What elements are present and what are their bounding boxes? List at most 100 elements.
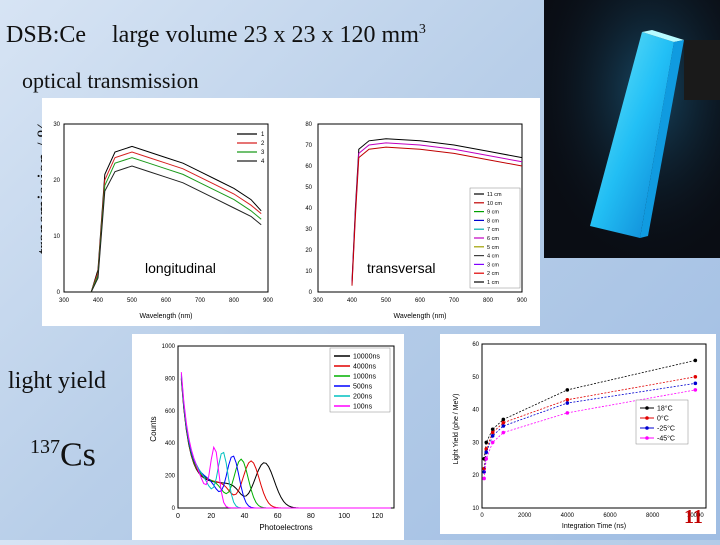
integration-ytick: 50 (472, 375, 479, 381)
spectrum-legend-label: 4000ns (353, 364, 376, 371)
integration-point (482, 476, 486, 481)
integration-plot: 0 2000 4000 6000 8000 10000 10 20 30 40 50 60 Inte… (453, 342, 707, 530)
transversal-legend-label: 5 cm (487, 245, 499, 251)
transversal-ytick: 50 (305, 185, 312, 191)
integration-xlabel: Integration Time (ns) (562, 523, 626, 530)
transversal-xtick: 900 (517, 298, 528, 304)
integration-legend-marker (645, 426, 649, 430)
section-light-yield: light yield (8, 368, 106, 394)
transversal-legend-box (469, 187, 521, 289)
integration-point (501, 430, 506, 435)
spectrum-xtick: 100 (338, 513, 350, 520)
transversal-legend-label: 10 cm (487, 201, 502, 207)
longitudinal-xtick: 500 (127, 298, 138, 304)
longitudinal-legend-label: 2 (261, 141, 265, 147)
spectrum-ytick: 800 (165, 376, 176, 382)
longitudinal-legend-label: 1 (261, 132, 265, 138)
longitudinal-xtick: 700 (195, 298, 206, 304)
transversal-legend-label: 11 cm (487, 192, 502, 198)
crystal-photo (544, 0, 720, 258)
integration-point (565, 397, 570, 402)
integration-series-line (483, 389, 696, 479)
longitudinal-ytick: 10 (53, 234, 60, 240)
isotope-mass-number: 137 (30, 436, 60, 458)
integration-legend-label: 0°C (657, 415, 669, 423)
integration-xtick: 6000 (603, 513, 617, 519)
integration-xtick: 0 (480, 513, 484, 519)
integration-legend-marker (645, 406, 649, 410)
spectrum-xtick: 20 (207, 513, 215, 520)
spectrum-legend-label: 1000ns (353, 374, 376, 381)
longitudinal-ytick: 0 (57, 290, 61, 296)
longitudinal-ytick: 30 (53, 122, 60, 128)
integration-ytick: 60 (472, 342, 479, 348)
integration-ytick: 30 (472, 440, 479, 446)
integration-ytick: 20 (472, 473, 479, 479)
longitudinal-xtick: 300 (59, 298, 70, 304)
title-superscript: 3 (418, 22, 426, 37)
longitudinal-series-3 (90, 157, 262, 293)
transversal-xlabel: Wavelength (nm) (393, 313, 446, 320)
integration-point (565, 411, 570, 415)
integration-legend-marker (645, 416, 649, 420)
integration-point (501, 424, 506, 428)
spectrum-ylabel: Counts (149, 416, 158, 441)
integration-point (693, 375, 698, 379)
spectrum-ytick: 600 (165, 409, 176, 415)
transversal-legend-label: 4 cm (487, 254, 499, 260)
longitudinal-series-1 (90, 145, 262, 293)
integration-figure: 0 2000 4000 6000 8000 10000 10 20 30 40 50 60 Inte… (440, 334, 716, 534)
integration-ytick: 10 (472, 506, 479, 512)
integration-xtick: 2000 (518, 513, 532, 519)
longitudinal-xtick: 400 (93, 298, 104, 304)
integration-legend-box (635, 399, 689, 445)
isotope-label: 137Cs (30, 436, 96, 474)
isotope-symbol: Cs (60, 436, 96, 474)
integration-point (693, 388, 698, 392)
integration-series-line (483, 376, 696, 469)
transversal-ytick: 20 (305, 248, 312, 254)
integration-frame (481, 343, 707, 509)
integration-point (490, 427, 495, 432)
spectrum-series-100ns (180, 372, 391, 509)
integration-point (565, 388, 570, 392)
transversal-legend-label: 6 cm (487, 236, 499, 242)
integration-point (501, 417, 506, 422)
transversal-xtick: 400 (347, 298, 358, 304)
integration-point (693, 381, 698, 386)
spectrum-xlabel: Photoelectrons (259, 523, 312, 532)
spectrum-ytick: 400 (165, 441, 176, 447)
glowing-crystal-icon (544, 0, 720, 258)
longitudinal-legend-label: 4 (261, 159, 265, 165)
transversal-ytick: 0 (309, 290, 313, 296)
integration-legend-marker (645, 436, 649, 440)
transversal-legend-label: 2 cm (487, 271, 499, 277)
slide-title: DSB:Ce large volume 23 x 23 x 120 mm3 (6, 22, 426, 49)
spectrum-ytick: 0 (172, 506, 176, 512)
transversal-xtick: 500 (381, 298, 392, 304)
longitudinal-series-4 (90, 165, 262, 293)
integration-point (484, 447, 489, 451)
transversal-legend-label: 9 cm (487, 210, 499, 216)
integration-xtick: 10000 (687, 513, 704, 519)
spectrum-xtick: 60 (274, 513, 282, 520)
integration-point (484, 457, 489, 461)
longitudinal-label: longitudinal (145, 260, 216, 276)
spectrum-ytick: 1000 (162, 344, 176, 350)
longitudinal-xtick: 800 (229, 298, 240, 304)
integration-xtick: 8000 (646, 513, 660, 519)
transversal-ytick: 40 (305, 206, 312, 212)
integration-series-line (483, 382, 696, 472)
title-detail: large volume 23 x 23 x 120 mm (112, 22, 419, 48)
transversal-ytick: 80 (305, 122, 312, 128)
spectrum-xtick: 0 (176, 513, 180, 520)
integration-ylabel: Light Yield (phe / MeV) (453, 394, 460, 465)
transversal-ytick: 30 (305, 227, 312, 233)
integration-point (490, 434, 495, 438)
transversal-legend-label: 8 cm (487, 218, 499, 224)
longitudinal-legend-label: 3 (261, 150, 265, 156)
transmission-figure: longitudinal Wavelength (nm) 300 400 500 60… (42, 98, 540, 326)
integration-series-line (483, 360, 696, 459)
integration-legend-label: 18°C (657, 405, 673, 413)
spectrum-legend-label: 200ns (353, 394, 373, 401)
